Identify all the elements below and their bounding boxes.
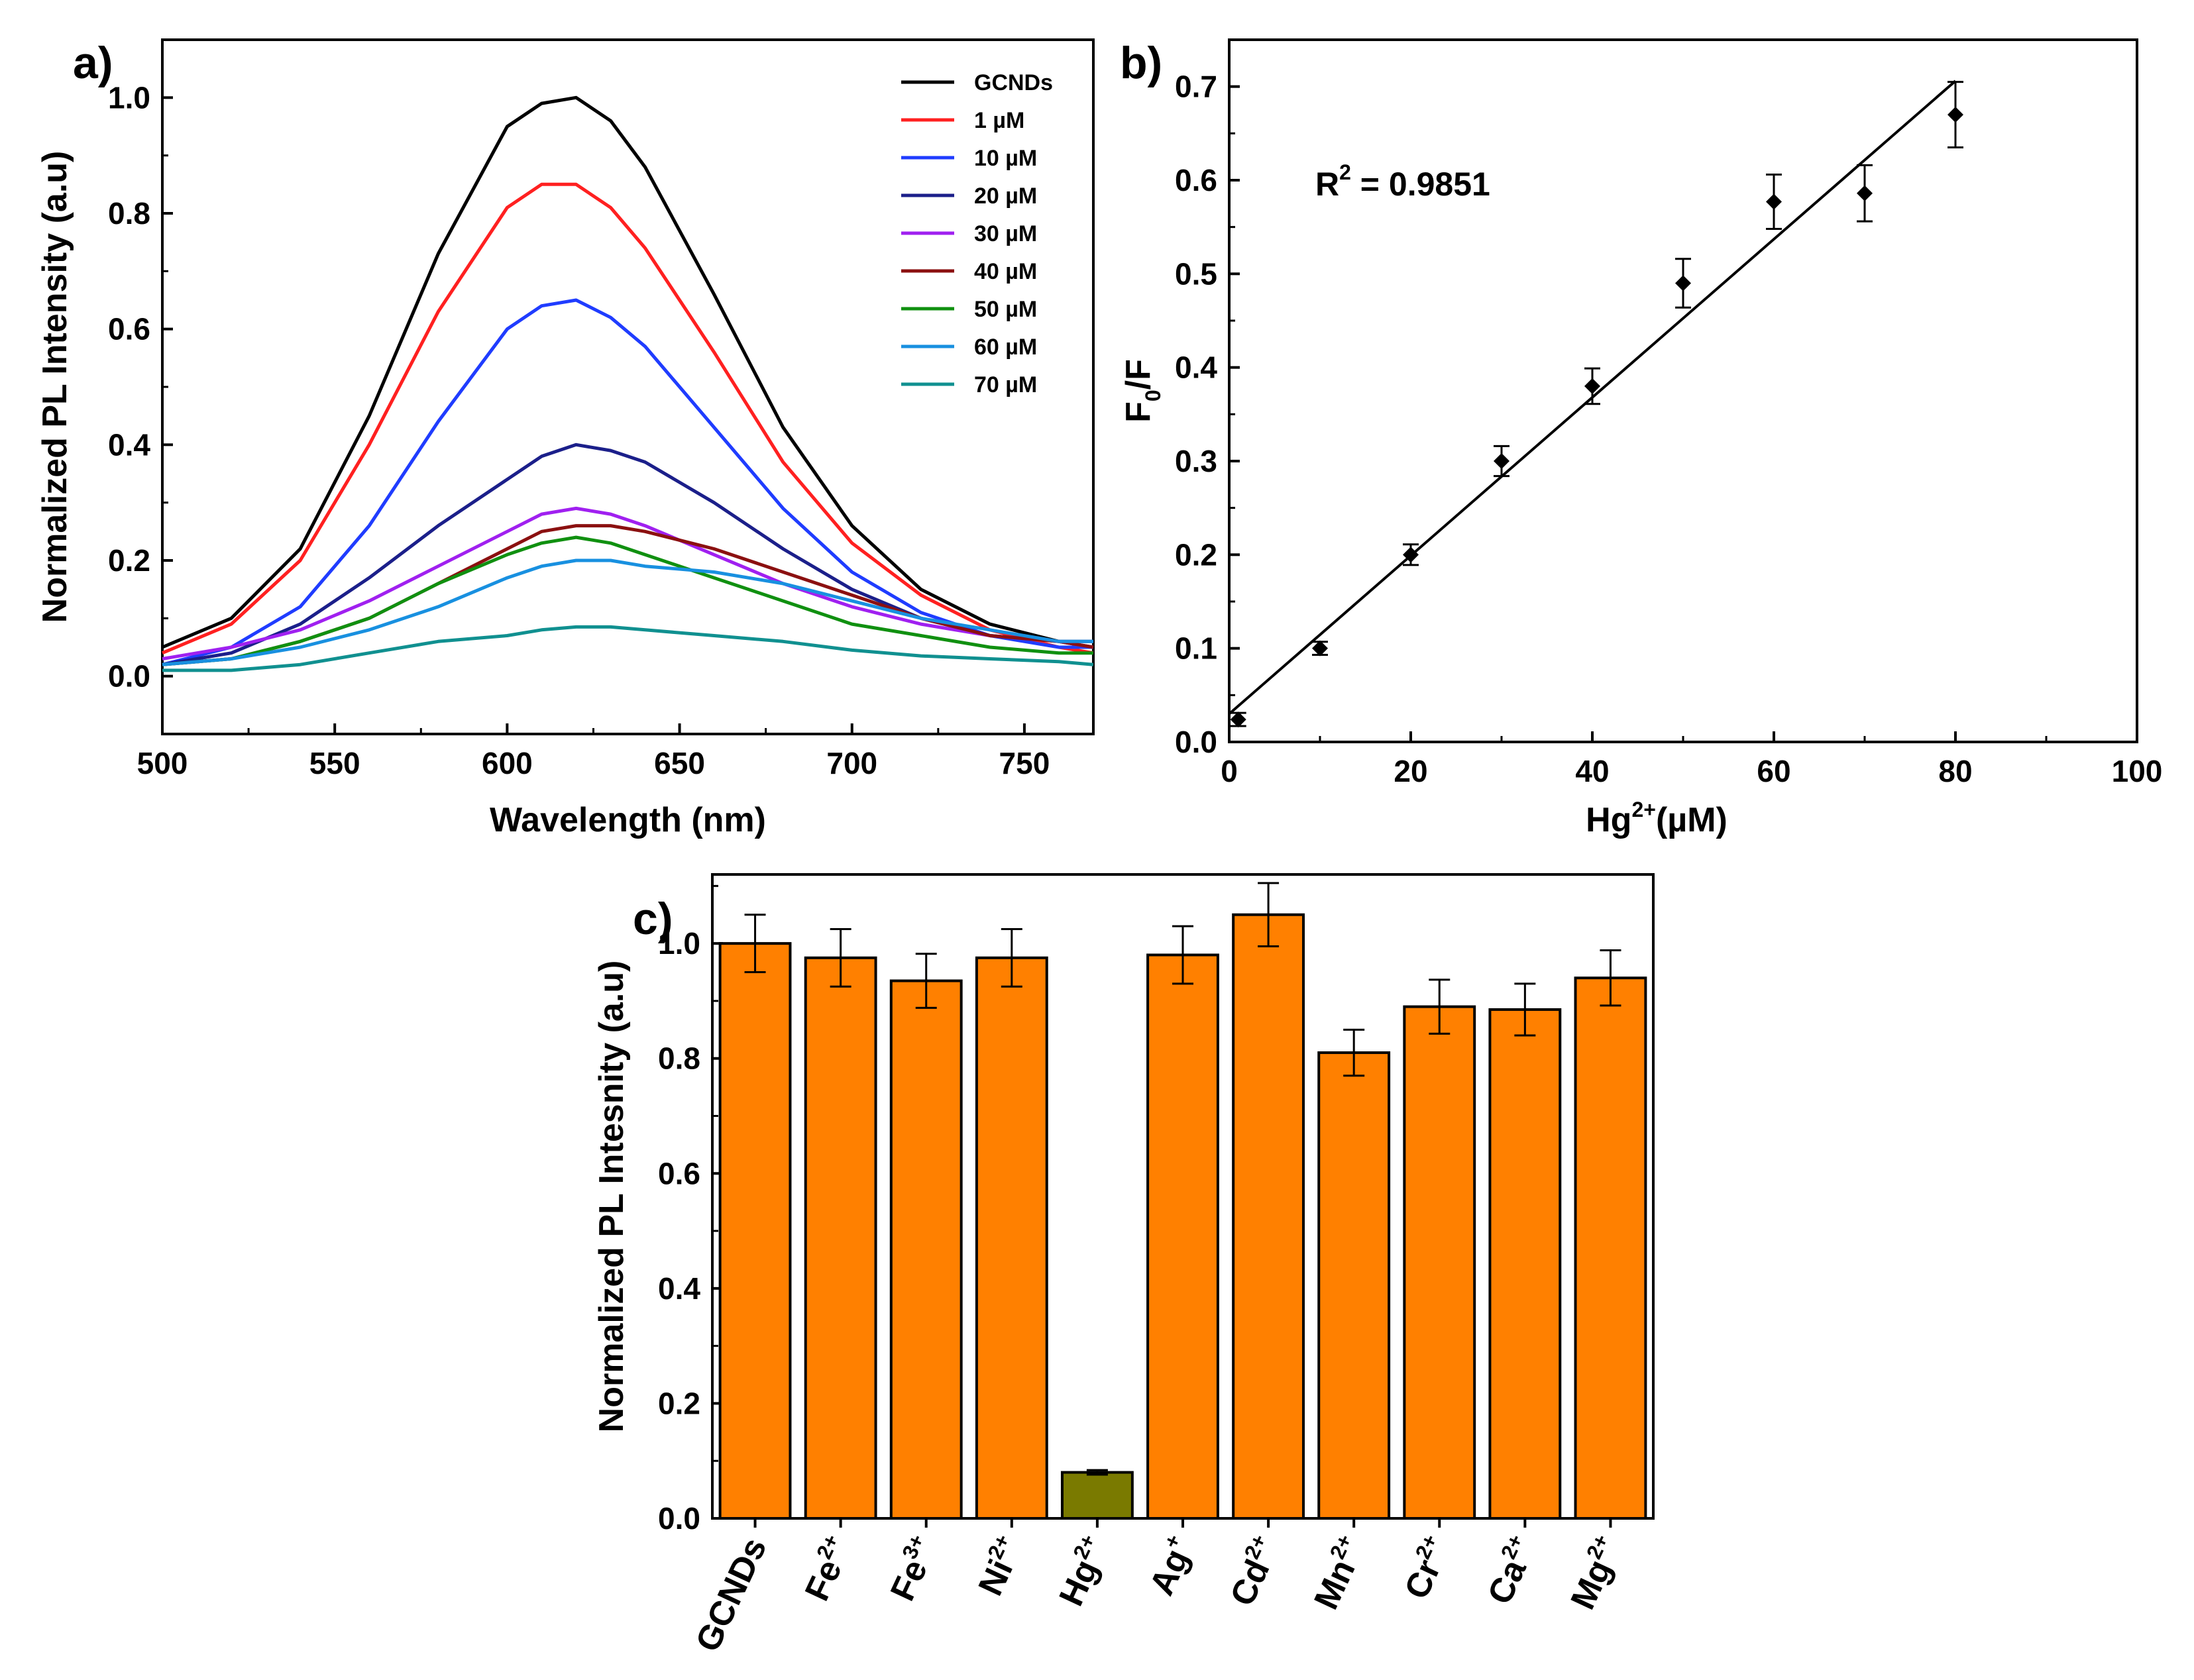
y-tick-label: 0.2 bbox=[1175, 537, 1217, 572]
y-axis-title: Normalized PL Intensity (a.u) bbox=[36, 151, 74, 623]
y-tick-label: 0.2 bbox=[658, 1386, 700, 1420]
y-tick-label: 0.4 bbox=[658, 1271, 700, 1306]
series-line bbox=[162, 558, 1093, 666]
y-tick-label: 0.2 bbox=[108, 543, 150, 578]
r-squared-base: R bbox=[1315, 166, 1339, 203]
legend-label: 30 µM bbox=[974, 221, 1037, 246]
y-axis-title: F0/F bbox=[1119, 359, 1165, 423]
x-tick-label: 650 bbox=[654, 746, 705, 780]
y-tick-label: 0.8 bbox=[108, 196, 150, 231]
y-tick-label: 0.0 bbox=[658, 1501, 700, 1536]
y-tick-label: 0.1 bbox=[1175, 631, 1217, 666]
x-axis-title-base: Hg bbox=[1586, 801, 1631, 839]
x-axis-title-unit: (µM) bbox=[1656, 801, 1728, 839]
r-squared-value: = 0.9851 bbox=[1351, 166, 1490, 203]
series-line bbox=[162, 298, 1093, 666]
bar bbox=[718, 942, 792, 1520]
panel-label: b) bbox=[1120, 38, 1162, 88]
bar bbox=[1488, 1008, 1562, 1520]
bar bbox=[1146, 953, 1219, 1520]
bar bbox=[1232, 913, 1305, 1520]
data-point bbox=[1230, 711, 1246, 728]
legend-label: GCNDs bbox=[974, 70, 1053, 95]
y-tick-label: 0.4 bbox=[108, 427, 150, 462]
bar bbox=[1060, 1471, 1134, 1520]
x-tick-label: 700 bbox=[826, 746, 877, 780]
y-tick-label: 0.4 bbox=[1175, 350, 1217, 385]
bar bbox=[804, 956, 877, 1520]
y-tick-label: 1.0 bbox=[658, 926, 700, 961]
panel-a-pl-spectra: 500 550 600 650 700 750 0.0 0.2 0.4 0.6 0.8 1.0 Wave… bbox=[36, 38, 1095, 839]
panel-b-stern-volmer-plot: 0 20 40 60 80 1000.00.10.20.30.40.50.60.7Hg2+… bbox=[1119, 38, 2162, 839]
panel-label: a) bbox=[73, 38, 113, 88]
y-tick-label: 0.6 bbox=[108, 312, 150, 346]
x-tick-label: 750 bbox=[999, 746, 1050, 780]
x-tick-label: 0 bbox=[1221, 754, 1238, 788]
r-squared-annotation: R2 = 0.9851 bbox=[1315, 160, 1490, 203]
x-tick-label: 40 bbox=[1575, 754, 1609, 788]
x-tick-label: 60 bbox=[1757, 754, 1790, 788]
y-axis-title: Normalized PL Intesnity (a.u) bbox=[592, 961, 631, 1433]
bar bbox=[1574, 976, 1647, 1520]
legend-label: 70 µM bbox=[974, 372, 1037, 397]
series-line bbox=[162, 182, 1094, 655]
legend-label: 10 µM bbox=[974, 146, 1037, 171]
data-point bbox=[1584, 378, 1600, 394]
data-point bbox=[1403, 547, 1419, 563]
y-axis-title-subscript: 0 bbox=[1141, 390, 1165, 401]
series-line bbox=[162, 506, 1094, 660]
data-point bbox=[1312, 640, 1328, 656]
legend-label: 40 µM bbox=[974, 259, 1037, 284]
y-tick-label: 0.6 bbox=[1175, 163, 1217, 197]
y-axis-title-rest: /F bbox=[1119, 359, 1158, 390]
bar bbox=[975, 956, 1048, 1520]
r-squared-superscript: 2 bbox=[1339, 160, 1351, 184]
y-tick-label: 0.3 bbox=[1175, 444, 1217, 478]
x-tick-label: 100 bbox=[2112, 754, 2163, 788]
data-point bbox=[1766, 193, 1782, 210]
legend-label: 1 µM bbox=[974, 108, 1024, 133]
y-axis-title-base: F bbox=[1119, 401, 1158, 423]
x-axis-title: Hg2+(µM) bbox=[1586, 798, 1728, 839]
x-tick-label: 80 bbox=[1938, 754, 1972, 788]
bar bbox=[1317, 1051, 1391, 1520]
x-tick-label: 20 bbox=[1394, 754, 1427, 788]
y-tick-label: 0.7 bbox=[1175, 70, 1217, 104]
y-tick-label: 0.0 bbox=[108, 659, 150, 694]
panel-label: c) bbox=[633, 894, 673, 944]
x-tick-label: 500 bbox=[137, 746, 188, 780]
data-point bbox=[1494, 453, 1509, 469]
x-tick-label: 600 bbox=[482, 746, 533, 780]
legend-label: 20 µM bbox=[974, 184, 1037, 209]
x-axis-title: Wavelength (nm) bbox=[490, 801, 766, 839]
series-line bbox=[162, 625, 1094, 672]
x-tick-label: 550 bbox=[309, 746, 360, 780]
y-tick-label: 0.0 bbox=[1175, 725, 1217, 759]
y-tick-label: 0.8 bbox=[658, 1041, 700, 1076]
legend-label: 50 µM bbox=[974, 297, 1037, 322]
series-line bbox=[162, 95, 1094, 649]
series-line bbox=[162, 535, 1093, 666]
y-tick-label: 0.6 bbox=[658, 1156, 700, 1190]
data-point bbox=[1675, 275, 1691, 291]
bar bbox=[889, 979, 963, 1520]
x-axis-title-superscript: 2+ bbox=[1631, 798, 1655, 821]
legend-label: 60 µM bbox=[974, 335, 1037, 360]
y-tick-label: 0.5 bbox=[1175, 256, 1217, 291]
bar bbox=[1403, 1005, 1476, 1520]
y-tick-label: 1.0 bbox=[108, 80, 150, 115]
data-point bbox=[1947, 107, 1963, 123]
data-point bbox=[1857, 185, 1873, 201]
